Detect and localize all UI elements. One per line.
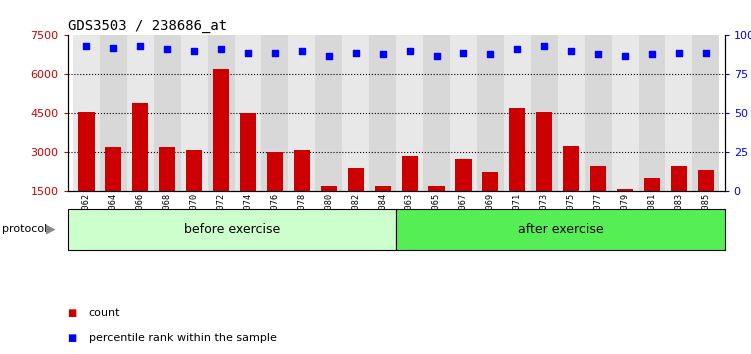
Point — [592, 51, 604, 57]
Point — [350, 50, 362, 55]
Bar — [429, 186, 445, 230]
Bar — [127, 35, 154, 191]
Bar — [536, 112, 552, 230]
Bar — [482, 172, 499, 230]
Point — [377, 51, 389, 57]
Bar — [611, 35, 638, 191]
Point — [673, 50, 685, 55]
Text: ▶: ▶ — [47, 223, 56, 236]
Point — [242, 50, 254, 55]
Point — [457, 50, 469, 55]
Point — [619, 53, 631, 58]
Bar — [261, 35, 288, 191]
Bar — [665, 35, 692, 191]
Point — [323, 53, 335, 58]
Text: ■: ■ — [68, 308, 77, 318]
Bar — [671, 166, 687, 230]
Bar — [181, 35, 207, 191]
Point — [296, 48, 308, 54]
Point — [646, 51, 658, 57]
Bar — [132, 103, 149, 230]
Bar — [402, 156, 418, 230]
Bar — [644, 178, 660, 230]
Bar — [207, 35, 234, 191]
Bar — [450, 35, 477, 191]
Bar — [617, 189, 633, 230]
Bar — [105, 147, 122, 230]
Bar — [294, 150, 310, 230]
Text: before exercise: before exercise — [184, 223, 280, 236]
Bar — [585, 35, 611, 191]
Point — [107, 45, 119, 51]
Point — [215, 47, 227, 52]
Bar — [504, 35, 531, 191]
Bar — [590, 166, 606, 230]
Bar — [288, 35, 315, 191]
Point — [161, 47, 173, 52]
Text: count: count — [89, 308, 120, 318]
Point — [538, 44, 550, 49]
Bar — [558, 35, 585, 191]
Bar — [186, 150, 202, 230]
Bar — [692, 35, 719, 191]
Point — [189, 48, 201, 54]
Point — [403, 48, 415, 54]
Text: protocol: protocol — [2, 224, 47, 234]
Bar — [213, 69, 229, 230]
Text: after exercise: after exercise — [517, 223, 603, 236]
Point — [430, 53, 442, 58]
Bar — [321, 186, 337, 230]
Bar — [68, 209, 397, 250]
Point — [566, 48, 578, 54]
Bar — [698, 170, 714, 230]
Text: percentile rank within the sample: percentile rank within the sample — [89, 333, 276, 343]
Bar — [375, 186, 391, 230]
Bar — [369, 35, 397, 191]
Bar — [73, 35, 100, 191]
Point — [484, 51, 496, 57]
Bar — [638, 35, 665, 191]
Text: ■: ■ — [68, 333, 77, 343]
Bar — [267, 152, 283, 230]
Bar — [423, 35, 450, 191]
Bar — [563, 146, 579, 230]
Point — [511, 47, 523, 52]
Point — [134, 44, 146, 49]
Bar — [159, 147, 175, 230]
Bar — [348, 168, 363, 230]
Bar — [240, 113, 256, 230]
Bar — [531, 35, 558, 191]
Bar — [509, 108, 526, 230]
Text: GDS3503 / 238686_at: GDS3503 / 238686_at — [68, 19, 227, 33]
Bar — [315, 35, 342, 191]
Bar — [477, 35, 504, 191]
Bar — [455, 159, 472, 230]
Point — [269, 50, 281, 55]
Bar — [100, 35, 127, 191]
Bar — [234, 35, 261, 191]
Bar — [342, 35, 369, 191]
Point — [700, 50, 712, 55]
Bar — [397, 35, 423, 191]
Point — [80, 44, 92, 49]
Bar — [78, 112, 95, 230]
Bar — [154, 35, 181, 191]
Bar — [397, 209, 725, 250]
